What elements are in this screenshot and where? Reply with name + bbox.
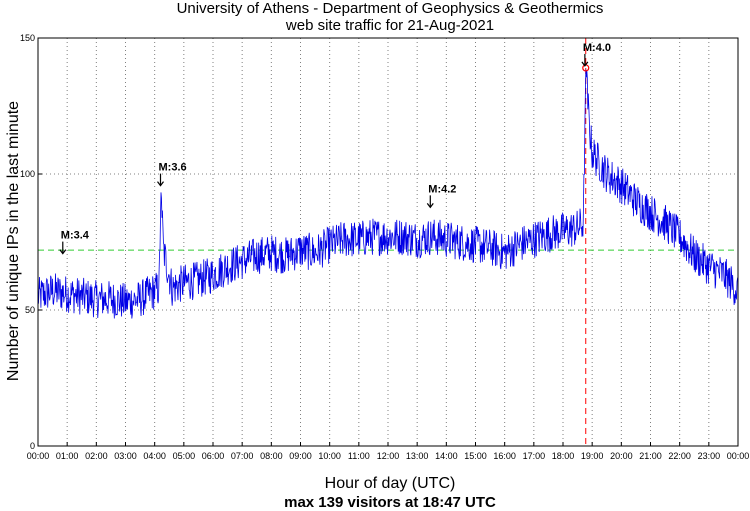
x-axis-label: Hour of day (UTC) <box>324 475 456 492</box>
x-tick-label: 08:00 <box>260 451 283 461</box>
x-tick-label: 18:00 <box>552 451 575 461</box>
x-tick-label: 12:00 <box>377 451 400 461</box>
x-tick-label: 06:00 <box>202 451 225 461</box>
earthquake-annotation: M:3.6 <box>159 162 187 174</box>
max-visitors-caption: max 139 visitors at 18:47 UTC <box>284 494 496 511</box>
x-tick-label: 13:00 <box>406 451 429 461</box>
x-tick-label: 20:00 <box>610 451 633 461</box>
y-tick-label: 0 <box>30 441 35 451</box>
x-tick-label: 10:00 <box>318 451 341 461</box>
earthquake-annotation: M:3.4 <box>61 230 90 242</box>
x-tick-label: 05:00 <box>173 451 196 461</box>
x-tick-label: 07:00 <box>231 451 254 461</box>
annotation-arrowhead <box>581 61 589 67</box>
x-tick-label: 16:00 <box>493 451 516 461</box>
x-tick-label: 04:00 <box>143 451 166 461</box>
y-tick-label: 50 <box>25 305 35 315</box>
annotation-group: M:3.4 M:3.6 M:4.2 M:4.0 <box>59 42 611 255</box>
x-tick-label: 02:00 <box>85 451 108 461</box>
tick-labels: 00:00 01:00 02:00 03:00 04:00 05:00 06:00 07:00… <box>20 33 749 461</box>
x-tick-label: 09:00 <box>289 451 312 461</box>
chart-subtitle-date: web site traffic for 21-Aug-2021 <box>285 17 495 34</box>
x-tick-label: 00:00 <box>27 451 50 461</box>
series-group <box>37 69 739 319</box>
earthquake-annotation: M:4.2 <box>428 183 456 195</box>
annotation-arrowhead <box>157 181 164 187</box>
x-tick-label: 03:00 <box>114 451 137 461</box>
x-tick-label: 11:00 <box>348 451 370 461</box>
traffic-series-line <box>37 69 739 319</box>
x-tick-label: 00:00 <box>727 451 750 461</box>
x-tick-label: 22:00 <box>668 451 691 461</box>
x-tick-label: 14:00 <box>435 451 458 461</box>
y-tick-label: 150 <box>20 33 35 43</box>
x-tick-label: 23:00 <box>698 451 721 461</box>
y-tick-label: 100 <box>20 169 35 179</box>
annotation-arrowhead <box>59 249 67 255</box>
x-tick-label: 21:00 <box>639 451 662 461</box>
y-axis-label: Number of unique IPs in the last minute <box>5 100 22 382</box>
x-tick-label: 19:00 <box>581 451 604 461</box>
x-tick-label: 15:00 <box>464 451 487 461</box>
annotation-arrowhead <box>426 203 434 209</box>
chart-title: University of Athens - Department of Geo… <box>176 0 604 17</box>
earthquake-annotation: M:4.0 <box>583 42 611 54</box>
x-tick-label: 01:00 <box>56 451 79 461</box>
x-tick-label: 17:00 <box>523 451 546 461</box>
